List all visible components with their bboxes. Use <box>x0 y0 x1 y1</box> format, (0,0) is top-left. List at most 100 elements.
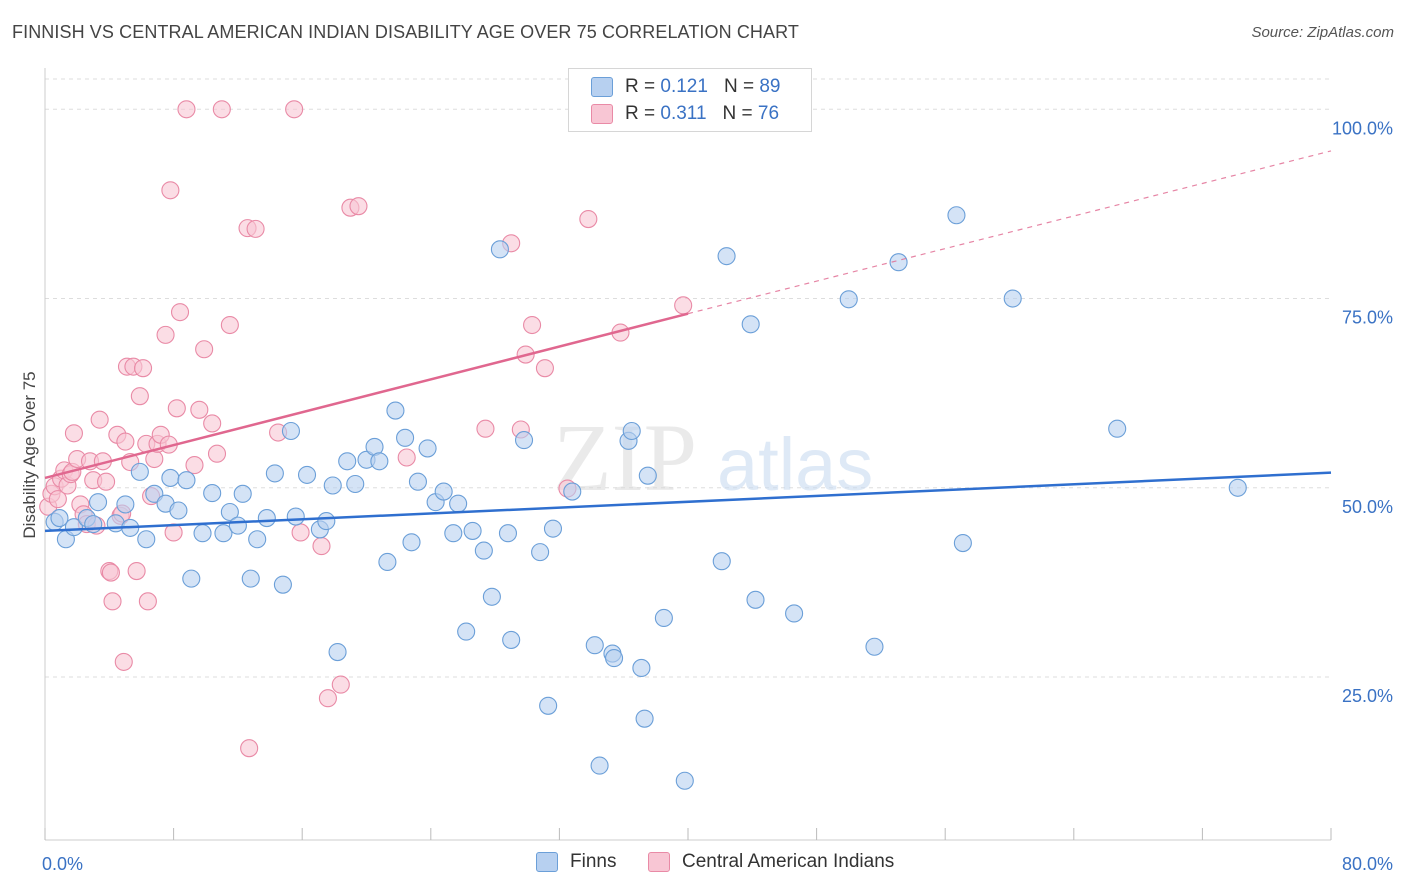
finns-point <box>654 608 673 628</box>
cai-r-value: 0.311 <box>660 103 707 124</box>
finns-swatch <box>591 77 613 97</box>
x-tick-label-max: 80.0% <box>1342 854 1393 874</box>
finns-point <box>338 452 357 471</box>
finns-point <box>622 421 641 441</box>
cai-point <box>185 456 204 475</box>
correlation-legend: R = 0.121 N = 89 R = 0.311 N = 76 <box>568 68 812 132</box>
finns-point <box>531 543 550 562</box>
finns-point <box>233 484 252 503</box>
watermark-atlas: atlas <box>717 423 873 506</box>
finns-point <box>1003 289 1022 308</box>
cai-n-label: N = <box>722 103 753 124</box>
x-tick-label-min: 0.0% <box>42 854 83 874</box>
y-tick-label: 50.0% <box>1342 497 1393 517</box>
finns-point <box>746 590 765 609</box>
cai-point <box>130 387 149 406</box>
finns-legend-swatch <box>536 852 558 872</box>
finns-point <box>590 756 609 775</box>
finns-point <box>418 439 437 458</box>
finns-point <box>386 401 405 420</box>
tick-labels: 25.0% 50.0% 75.0% 100.0% 0.0% 80.0% <box>42 118 1393 874</box>
cai-point <box>312 537 331 556</box>
finns-point <box>182 569 201 588</box>
finns-point <box>632 658 651 677</box>
finns-point <box>297 465 317 484</box>
cai-point <box>138 592 157 611</box>
finns-point <box>281 421 300 441</box>
cai-legend-swatch <box>648 852 670 872</box>
cai-swatch <box>591 104 613 124</box>
finns-point <box>502 630 521 649</box>
finns-point <box>408 472 427 491</box>
finns-point <box>378 552 397 572</box>
cai-point <box>349 197 368 216</box>
finns-point <box>203 484 222 503</box>
finns-point <box>286 507 305 526</box>
trend-lines <box>44 150 1332 533</box>
finns-point <box>953 533 972 553</box>
finns-point <box>490 240 509 259</box>
finns-point <box>543 519 563 538</box>
finns-n-label: N = <box>723 76 755 97</box>
finns-point <box>444 524 463 543</box>
cai-point <box>523 315 542 335</box>
cai-legend-label: Central American Indians <box>682 851 895 872</box>
finns-point <box>328 642 347 662</box>
legend-row-cai: R = 0.311 N = 76 <box>591 100 779 128</box>
finns-point <box>1228 478 1247 497</box>
finns-point <box>865 637 884 656</box>
cai-point <box>116 432 135 451</box>
finns-point <box>449 494 468 513</box>
finns-point <box>177 471 196 490</box>
finns-point <box>638 466 657 485</box>
finns-point <box>50 509 69 528</box>
cai-point <box>97 472 116 491</box>
cai-point <box>240 739 259 758</box>
cai-point <box>397 448 416 467</box>
legend-item-finns[interactable]: Finns <box>536 851 616 873</box>
legend-item-cai[interactable]: Central American Indians <box>648 851 894 873</box>
cai-point <box>170 303 190 322</box>
finns-r-value: 0.121 <box>660 76 708 97</box>
cai-point <box>101 563 120 582</box>
y-tick-label: 75.0% <box>1342 308 1393 328</box>
cai-point <box>127 561 146 581</box>
finns-point <box>241 569 260 588</box>
finns-point <box>514 431 534 450</box>
cai-point <box>285 100 304 119</box>
finns-point <box>323 476 342 495</box>
cai-point <box>331 675 350 694</box>
finns-point <box>346 474 365 494</box>
finns-point <box>370 452 389 471</box>
finns-point <box>785 604 804 623</box>
cai-point <box>48 490 67 509</box>
source-label: Source: ZipAtlas.com <box>1251 24 1394 41</box>
finns-point <box>712 552 731 571</box>
finns-point <box>482 587 501 606</box>
finns-point <box>402 533 421 552</box>
finns-point <box>463 521 482 540</box>
cai-trend-line <box>44 312 689 480</box>
finns-point <box>193 524 212 543</box>
cai-point <box>220 315 239 335</box>
y-tick-label: 25.0% <box>1342 686 1393 706</box>
cai-point <box>156 325 175 344</box>
finns-point <box>396 428 415 447</box>
finns-point <box>130 462 149 481</box>
cai-point <box>90 410 109 429</box>
finns-point <box>947 206 966 225</box>
cai-point <box>291 523 310 542</box>
finns-point <box>220 502 239 522</box>
cai-point <box>476 419 495 438</box>
finns-point <box>539 696 558 715</box>
cai-point <box>203 414 222 433</box>
finns-point <box>474 541 493 560</box>
cai-point <box>64 424 83 443</box>
finns-point <box>317 512 336 531</box>
finns-r-label: R = <box>625 76 656 97</box>
cai-point <box>207 444 227 463</box>
cai-point <box>114 652 133 671</box>
cai-point <box>167 399 186 418</box>
finns-point <box>137 530 156 549</box>
cai-point <box>177 100 196 119</box>
